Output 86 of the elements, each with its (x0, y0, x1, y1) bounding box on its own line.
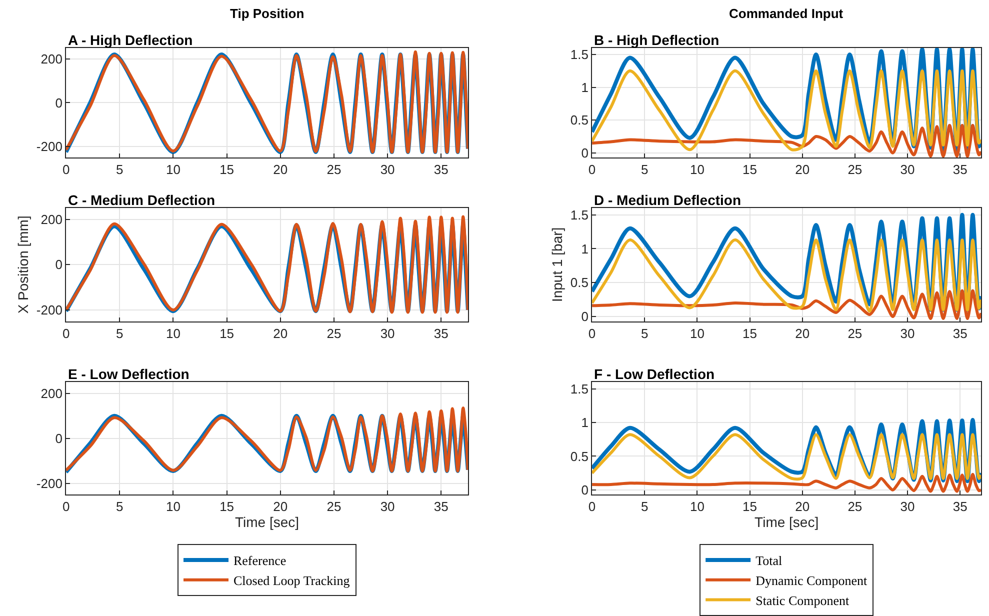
y-tick-label: 1.5 (570, 381, 588, 396)
y-tick-label: 0.5 (570, 275, 588, 290)
x-tick-label: 15 (742, 162, 758, 178)
y-tick-label: -200 (36, 139, 62, 154)
x-tick-label: 10 (690, 326, 704, 341)
x-tick-label: 30 (900, 499, 915, 514)
legend-label: Closed Loop Tracking (233, 572, 350, 588)
y-tick-label: 0 (55, 430, 62, 446)
x-tick-label: 10 (690, 499, 704, 514)
y-axis-title: X Position [mm] (15, 216, 32, 314)
x-tick-label: 25 (326, 162, 342, 178)
y-tick-label: 1 (581, 415, 588, 430)
x-tick-label: 20 (273, 326, 288, 341)
x-tick-label: 5 (641, 499, 648, 514)
x-tick-label: 5 (116, 162, 124, 178)
x-tick-label: 20 (273, 499, 288, 514)
x-tick-label: 25 (326, 499, 342, 514)
x-tick-label: 5 (116, 326, 124, 341)
x-tick-label: 30 (380, 326, 395, 341)
x-tick-label: 15 (742, 326, 758, 341)
y-tick-label: 0 (581, 482, 588, 498)
x-tick-label: 15 (220, 326, 234, 341)
x-tick-label: 35 (952, 499, 968, 514)
x-tick-label: 25 (326, 326, 342, 341)
legend-label: Reference (233, 553, 286, 568)
x-tick-label: 10 (166, 499, 180, 514)
x-tick-label: 30 (900, 326, 915, 341)
y-tick-label: 1 (581, 80, 588, 95)
line-series (592, 472, 982, 493)
x-tick-label: 30 (380, 499, 395, 514)
x-axis-title: Time [sec] (754, 514, 819, 530)
chart-title: C - Medium Deflection (68, 192, 216, 208)
line-series (592, 433, 982, 480)
x-tick-label: 10 (690, 162, 704, 178)
line-series (592, 289, 982, 320)
y-tick-label: 200 (40, 386, 62, 401)
chart-subtitle: B - High Deflection (594, 32, 720, 48)
legend-label: Total (756, 553, 782, 568)
line-series (592, 69, 982, 152)
x-tick-label: 35 (952, 326, 968, 341)
chart-title: F - Low Deflection (594, 366, 715, 382)
y-tick-label: -200 (36, 476, 62, 491)
y-tick-label: 200 (40, 212, 62, 227)
x-tick-label: 30 (900, 162, 915, 178)
x-tick-label: 5 (641, 326, 648, 341)
y-tick-label: -200 (36, 302, 62, 318)
x-tick-label: 35 (952, 162, 968, 178)
x-tick-label: 10 (166, 162, 180, 178)
x-tick-label: 25 (848, 326, 862, 341)
x-tick-label: 25 (848, 499, 862, 514)
y-tick-label: 1.5 (570, 47, 588, 62)
x-tick-label: 15 (220, 162, 234, 178)
y-axis-title: Input 1 [bar] (548, 227, 565, 302)
x-tick-label: 5 (116, 499, 124, 514)
y-tick-label: 1 (581, 241, 588, 256)
chart-title: Commanded Input (729, 6, 844, 21)
x-tick-label: 5 (641, 162, 648, 178)
line-series (592, 238, 982, 313)
y-tick-label: 1.5 (570, 207, 588, 222)
line-series (592, 124, 982, 158)
x-tick-label: 15 (220, 499, 234, 514)
y-tick-label: 200 (40, 51, 62, 66)
y-tick-label: 0 (581, 145, 588, 160)
y-tick-label: 0 (55, 95, 62, 110)
x-axis-title: Time [sec] (234, 514, 300, 530)
x-tick-label: 20 (273, 162, 288, 178)
y-tick-label: 0.5 (570, 448, 588, 464)
x-tick-label: 20 (795, 162, 810, 178)
x-tick-label: 20 (795, 326, 810, 341)
x-tick-label: 30 (380, 162, 395, 178)
y-tick-label: 0 (55, 257, 62, 272)
chart-subtitle: A - High Deflection (68, 32, 193, 48)
x-tick-label: 25 (848, 162, 862, 178)
legend-label: Dynamic Component (756, 572, 868, 588)
y-tick-label: 0.5 (570, 112, 588, 128)
x-tick-label: 10 (166, 326, 180, 341)
x-tick-label: 15 (742, 499, 758, 514)
y-tick-label: 0 (581, 309, 588, 324)
chart-title: Tip Position (230, 6, 304, 21)
x-tick-label: 35 (434, 499, 448, 514)
x-tick-label: 20 (795, 499, 810, 514)
x-tick-label: 35 (434, 162, 448, 178)
x-tick-label: 35 (434, 326, 448, 341)
legend-label: Static Component (756, 592, 850, 608)
chart-title: D - Medium Deflection (594, 192, 742, 208)
chart-title: E - Low Deflection (68, 366, 190, 382)
